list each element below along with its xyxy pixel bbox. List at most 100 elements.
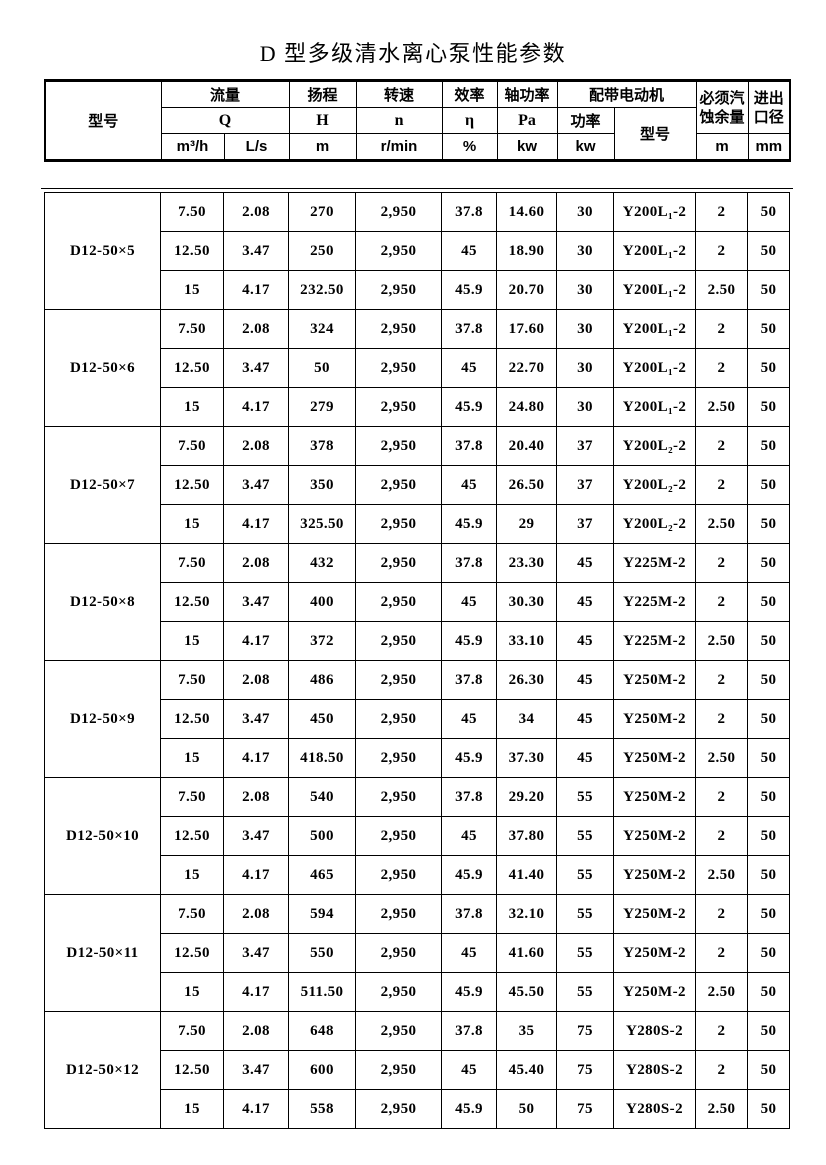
data-cell: Y225M-2	[613, 621, 696, 661]
model-cell: D12-50×12	[44, 1011, 161, 1129]
data-cell: 50	[288, 348, 356, 388]
data-cell: 2,950	[355, 933, 442, 973]
data-cell: 372	[288, 621, 356, 661]
data-cell: 50	[747, 192, 790, 232]
data-cell: 250	[288, 231, 356, 271]
data-cell: 55	[556, 855, 614, 895]
data-cell: 29.20	[496, 777, 557, 817]
data-cell: 378	[288, 426, 356, 466]
model-cell: D12-50×5	[44, 192, 161, 310]
data-cell: 30	[556, 270, 614, 310]
data-cell: 50	[747, 972, 790, 1012]
table-row: 15 4.17 325.50 2,950 45.9 29 37 Y200L₂-2 2.50 50	[45, 504, 790, 544]
data-cell: 32.10	[496, 894, 557, 934]
header-motor-model: 型号	[613, 107, 697, 161]
data-cell: 22.70	[496, 348, 557, 388]
data-cell: 45	[441, 816, 497, 856]
model-cell: D12-50×10	[44, 777, 161, 895]
data-cell: 50	[747, 504, 790, 544]
data-cell: 30	[556, 348, 614, 388]
data-cell: 2,950	[355, 699, 442, 739]
data-cell: 75	[556, 1011, 614, 1051]
table-row: 15 4.17 465 2,950 45.9 41.40 55 Y250M-2 2.50 50	[45, 855, 790, 895]
data-cell: 37.8	[441, 543, 497, 583]
data-cell: 37	[556, 504, 614, 544]
data-cell: 550	[288, 933, 356, 973]
data-cell: 3.47	[223, 582, 289, 622]
data-cell: 2,950	[355, 426, 442, 466]
performance-table-body: D12-50×5 7.50 2.08 270 2,950 37.8 14.60 30 Y200L…	[44, 192, 790, 1129]
data-cell: 50	[747, 933, 790, 973]
model-cell: D12-50×11	[44, 894, 161, 1012]
data-cell: 7.50	[160, 1011, 224, 1051]
data-cell: 450	[288, 699, 356, 739]
data-cell: 2.08	[223, 1011, 289, 1051]
data-cell: 3.47	[223, 348, 289, 388]
data-cell: 400	[288, 582, 356, 622]
data-cell: Y250M-2	[613, 933, 696, 973]
data-cell: 2	[695, 894, 748, 934]
data-cell: 45	[441, 465, 497, 505]
data-cell: 2,950	[355, 1011, 442, 1051]
data-cell: 3.47	[223, 1050, 289, 1090]
data-cell: Y200L₂-2	[613, 504, 696, 544]
data-cell: 50	[747, 1050, 790, 1090]
data-cell: Y280S-2	[613, 1050, 696, 1090]
data-cell: 2	[695, 231, 748, 271]
data-cell: 45	[441, 231, 497, 271]
header-shaft-power-symbol: Pa	[496, 107, 558, 134]
table-row: D12-50×9 7.50 2.08 486 2,950 37.8 26.30 45 Y250M…	[44, 660, 790, 778]
data-cell: 37.8	[441, 894, 497, 934]
header-flow-symbol: Q	[160, 107, 290, 134]
data-cell: 50	[747, 348, 790, 388]
data-cell: 12.50	[160, 699, 224, 739]
data-cell: 37.8	[441, 192, 497, 232]
table-row: 12.50 3.47 250 2,950 45 18.90 30 Y200L₁-2 2 50	[45, 231, 790, 271]
data-cell: Y280S-2	[613, 1089, 696, 1129]
data-cell: 558	[288, 1089, 356, 1129]
table-row: 12.50 3.47 550 2,950 45 41.60 55 Y250M-2 2 50	[45, 933, 790, 973]
data-cell: 3.47	[223, 465, 289, 505]
data-cell: 17.60	[496, 309, 557, 349]
data-cell: 2.50	[695, 855, 748, 895]
table-row: 12.50 3.47 500 2,950 45 37.80 55 Y250M-2 2 50	[45, 816, 790, 856]
header-speed-symbol: n	[355, 107, 443, 134]
data-cell: 2	[695, 465, 748, 505]
data-cell: 55	[556, 894, 614, 934]
data-cell: 2,950	[355, 816, 442, 856]
data-cell: 45.9	[441, 504, 497, 544]
table-row: D12-50×7 7.50 2.08 378 2,950 37.8 20.40 37 Y200L…	[44, 426, 790, 544]
data-cell: 37.8	[441, 1011, 497, 1051]
model-cell: D12-50×6	[44, 309, 161, 427]
header-shaft-power: 轴功率	[496, 80, 558, 108]
data-cell: 50	[747, 1089, 790, 1129]
data-cell: 15	[160, 1089, 224, 1129]
data-cell: 37.8	[441, 426, 497, 466]
header-efficiency: 效率	[441, 80, 498, 108]
data-cell: 7.50	[160, 543, 224, 583]
data-cell: 2	[695, 1011, 748, 1051]
data-cell: 2	[695, 660, 748, 700]
header-head: 扬程	[288, 80, 357, 108]
table-area: 型号 流量 扬程 转速 效率 轴功率 配带电动机 必须汽 蚀余量 进出 口径 Q…	[41, 79, 793, 1129]
header-head-unit: m	[288, 133, 357, 161]
data-cell: 2,950	[355, 855, 442, 895]
data-cell: 37.8	[441, 777, 497, 817]
header-efficiency-symbol: η	[441, 107, 498, 134]
data-cell: 2,950	[355, 270, 442, 310]
data-cell: 2,950	[355, 1089, 442, 1129]
data-cell: 2	[695, 699, 748, 739]
data-cell: 18.90	[496, 231, 557, 271]
data-cell: 7.50	[160, 192, 224, 232]
data-cell: 350	[288, 465, 356, 505]
data-cell: 2,950	[355, 972, 442, 1012]
data-cell: 418.50	[288, 738, 356, 778]
data-cell: 12.50	[160, 348, 224, 388]
data-cell: 45.50	[496, 972, 557, 1012]
header-port-line1: 进出	[753, 89, 784, 107]
data-cell: 3.47	[223, 699, 289, 739]
data-cell: 7.50	[160, 426, 224, 466]
data-cell: 2.50	[695, 504, 748, 544]
data-cell: 3.47	[223, 816, 289, 856]
data-cell: 2.08	[223, 543, 289, 583]
